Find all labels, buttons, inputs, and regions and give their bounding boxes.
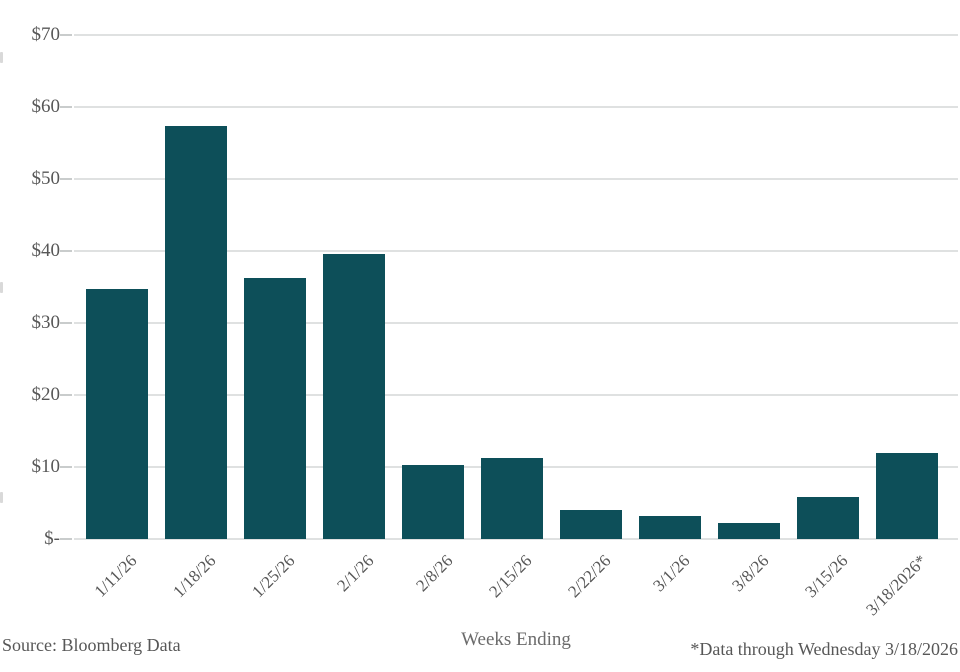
bar-2-8-26 xyxy=(402,465,464,539)
gridline-20 xyxy=(60,394,958,396)
y-axis-tick-label: $10 xyxy=(31,456,61,477)
bar-1-25-26 xyxy=(244,278,306,539)
x-axis-title: Weeks Ending xyxy=(461,629,571,650)
y-tick-mark xyxy=(60,322,72,324)
gridline-40 xyxy=(60,250,958,252)
y-tick-mark xyxy=(60,106,72,108)
y-axis-tick-label: $- xyxy=(44,528,60,549)
gridline-70 xyxy=(60,34,958,36)
bar-2-22-26 xyxy=(560,510,622,539)
bar-3-18-2026- xyxy=(876,453,938,539)
gridline-0 xyxy=(60,538,958,540)
y-axis-tick-label: $50 xyxy=(31,168,61,189)
bar-2-1-26 xyxy=(323,254,385,539)
bar-1-18-26 xyxy=(165,126,227,539)
y-tick-mark xyxy=(60,466,72,468)
y-tick-mark xyxy=(60,250,72,252)
y-axis-tick-label: $30 xyxy=(31,312,61,333)
y-axis-tick-label: $70 xyxy=(31,24,61,45)
cropped-y-axis-title-fragment xyxy=(0,492,3,503)
gridline-60 xyxy=(60,106,958,108)
y-tick-mark xyxy=(60,538,72,540)
cropped-y-axis-title-fragment xyxy=(0,52,3,63)
gridline-30 xyxy=(60,322,958,324)
y-tick-mark xyxy=(60,178,72,180)
gridline-50 xyxy=(60,178,958,180)
y-axis-tick-label: $60 xyxy=(31,96,61,117)
bar-1-11-26 xyxy=(86,289,148,539)
source-note: Source: Bloomberg Data xyxy=(2,635,181,655)
y-axis-tick-label: $40 xyxy=(31,240,61,261)
bar-3-8-26 xyxy=(718,523,780,539)
bar-3-1-26 xyxy=(639,516,701,539)
footnote: *Data through Wednesday 3/18/2026 xyxy=(690,639,958,659)
bar-3-15-26 xyxy=(797,497,859,539)
y-tick-mark xyxy=(60,394,72,396)
y-tick-mark xyxy=(60,34,72,36)
y-axis-tick-label: $20 xyxy=(31,384,61,405)
plot-area xyxy=(60,34,958,540)
cropped-y-axis-title-fragment xyxy=(0,282,3,293)
bar-2-15-26 xyxy=(481,458,543,539)
